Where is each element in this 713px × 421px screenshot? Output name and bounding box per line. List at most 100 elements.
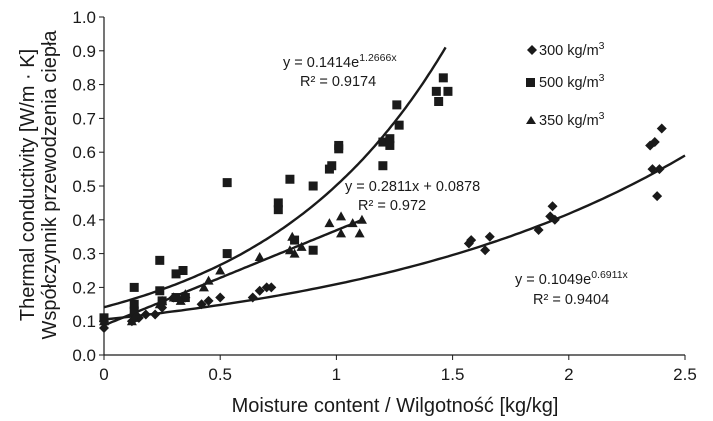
marker-square: [273, 198, 283, 208]
x-axis-title: Moisture content / Wilgotność [kg/kg]: [232, 395, 559, 417]
trendline-0: [103, 46, 447, 309]
marker-triangle: [347, 218, 358, 228]
marker-diamond: [654, 164, 665, 175]
y-tick-label: 0.4: [72, 211, 96, 230]
annotation-r2-500: R² = 0.9174: [300, 74, 376, 90]
x-tick-label: 1.5: [441, 365, 465, 384]
y-axis-title-line-2: Współczynnik przewodzenia ciepła: [39, 30, 61, 340]
marker-triangle: [168, 292, 179, 302]
marker-triangle: [203, 275, 214, 285]
marker-square: [385, 140, 395, 150]
marker-square: [392, 100, 402, 110]
data-markers: [99, 73, 667, 333]
annotation-equation-350: y = 0.2811x + 0.0878: [345, 179, 480, 195]
marker-square: [308, 245, 318, 255]
marker-diamond: [533, 224, 544, 235]
marker-square: [171, 269, 181, 279]
annotation-equation-300: y = 0.1049e0.6911x: [515, 269, 629, 288]
marker-diamond: [649, 137, 660, 148]
y-tick-label: 0.5: [72, 177, 96, 196]
marker-diamond: [484, 231, 495, 242]
marker-diamond: [656, 123, 667, 134]
marker-triangle: [198, 282, 209, 292]
marker-diamond: [549, 214, 560, 225]
marker-square: [178, 266, 188, 275]
marker-triangle: [336, 228, 347, 238]
y-axis-title-line-1: Thermal conductivity [W/m · K]: [17, 49, 39, 321]
marker-square: [431, 86, 441, 96]
marker-square: [308, 181, 318, 191]
y-tick-label: 0.2: [72, 278, 96, 297]
marker-triangle: [175, 295, 186, 305]
marker-square: [438, 73, 448, 83]
marker-diamond: [254, 285, 265, 296]
marker-diamond: [140, 309, 151, 320]
marker-square: [434, 97, 444, 106]
marker-diamond: [203, 295, 214, 306]
marker-square: [155, 255, 165, 265]
marker-square: [285, 174, 295, 184]
legend-label-500: 500 kg/m3: [539, 72, 605, 91]
y-tick-label: 0.1: [72, 312, 96, 331]
marker-square: [327, 161, 337, 171]
legend-label-350: 350 kg/m3: [539, 110, 605, 129]
y-axis-ticks: 0.0 0.1 0.2 0.3 0.4 0.5 0.6 0.7 0.8 0.9 1.0: [72, 8, 104, 365]
y-tick-label: 0.9: [72, 42, 96, 61]
marker-diamond: [547, 201, 558, 212]
x-tick-label: 2: [564, 365, 573, 384]
x-axis-ticks: 0 0.5 1 1.5 2 2.5: [99, 355, 697, 384]
marker-triangle: [157, 295, 168, 305]
legend-item-500: 500 kg/m3: [526, 72, 605, 91]
legend-diamond-marker: [527, 45, 537, 55]
marker-triangle: [254, 251, 265, 261]
marker-diamond: [196, 299, 207, 310]
marker-triangle: [287, 231, 298, 241]
trendline-1: [103, 219, 361, 327]
annotation-r2-300: R² = 0.9404: [533, 292, 609, 308]
marker-diamond: [480, 245, 491, 256]
marker-square: [129, 306, 139, 316]
x-tick-label: 2.5: [673, 365, 697, 384]
x-tick-label: 0: [99, 365, 108, 384]
marker-square: [378, 161, 388, 171]
marker-triangle: [354, 228, 365, 238]
y-tick-label: 0.8: [72, 76, 96, 95]
marker-triangle: [284, 245, 295, 255]
legend-label-300: 300 kg/m3: [539, 40, 605, 59]
marker-triangle: [289, 248, 300, 258]
marker-diamond: [652, 191, 663, 202]
legend-item-350: 350 kg/m3: [526, 110, 605, 129]
marker-triangle: [336, 211, 347, 221]
x-tick-label: 1: [332, 365, 341, 384]
marker-triangle: [99, 316, 109, 326]
annotation-r2-350: R² = 0.972: [358, 198, 426, 214]
marker-diamond: [466, 235, 477, 246]
marker-diamond: [150, 309, 161, 320]
legend: 300 kg/m3 500 kg/m3 350 kg/m3: [526, 40, 605, 129]
legend-square-marker: [526, 78, 535, 87]
marker-diamond: [647, 164, 658, 175]
x-tick-label: 0.5: [208, 365, 232, 384]
y-tick-label: 0.0: [72, 346, 96, 365]
marker-square: [394, 120, 404, 130]
y-tick-label: 0.7: [72, 109, 96, 128]
annotation-equation-500: y = 0.1414e1.2666x: [283, 52, 397, 71]
marker-square: [155, 286, 165, 296]
marker-diamond: [266, 282, 277, 293]
marker-triangle: [180, 289, 191, 299]
marker-diamond: [215, 292, 226, 303]
y-tick-label: 0.3: [72, 245, 96, 264]
marker-square: [222, 249, 232, 259]
marker-triangle: [129, 312, 140, 322]
y-tick-label: 1.0: [72, 8, 96, 27]
marker-square: [222, 178, 232, 188]
marker-triangle: [356, 214, 367, 224]
marker-square: [129, 299, 139, 309]
marker-square: [378, 137, 388, 147]
marker-diamond: [99, 322, 109, 333]
marker-square: [129, 282, 139, 292]
legend-item-300: 300 kg/m3: [527, 40, 605, 59]
marker-triangle: [296, 241, 307, 251]
marker-square: [385, 134, 395, 144]
